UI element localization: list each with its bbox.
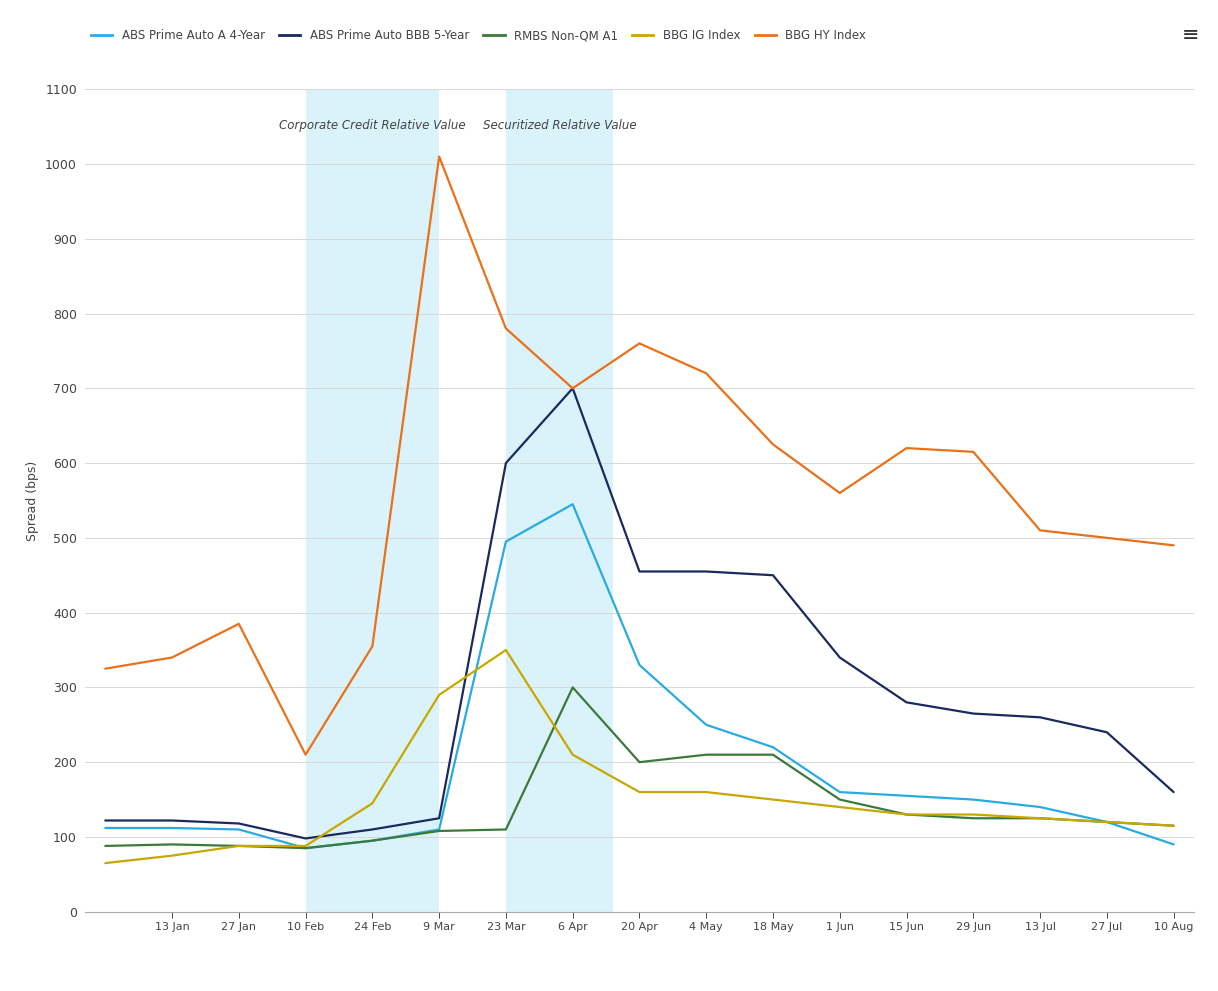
Bar xyxy=(505,89,613,912)
Text: Corporate Credit Relative Value: Corporate Credit Relative Value xyxy=(279,119,465,132)
Legend: ABS Prime Auto A 4-Year, ABS Prime Auto BBB 5-Year, RMBS Non-QM A1, BBG IG Index: ABS Prime Auto A 4-Year, ABS Prime Auto … xyxy=(91,30,866,43)
Text: Securitized Relative Value: Securitized Relative Value xyxy=(482,119,636,132)
Y-axis label: Spread (bps): Spread (bps) xyxy=(27,461,39,540)
Bar xyxy=(306,89,440,912)
Text: ≡: ≡ xyxy=(1183,25,1200,45)
